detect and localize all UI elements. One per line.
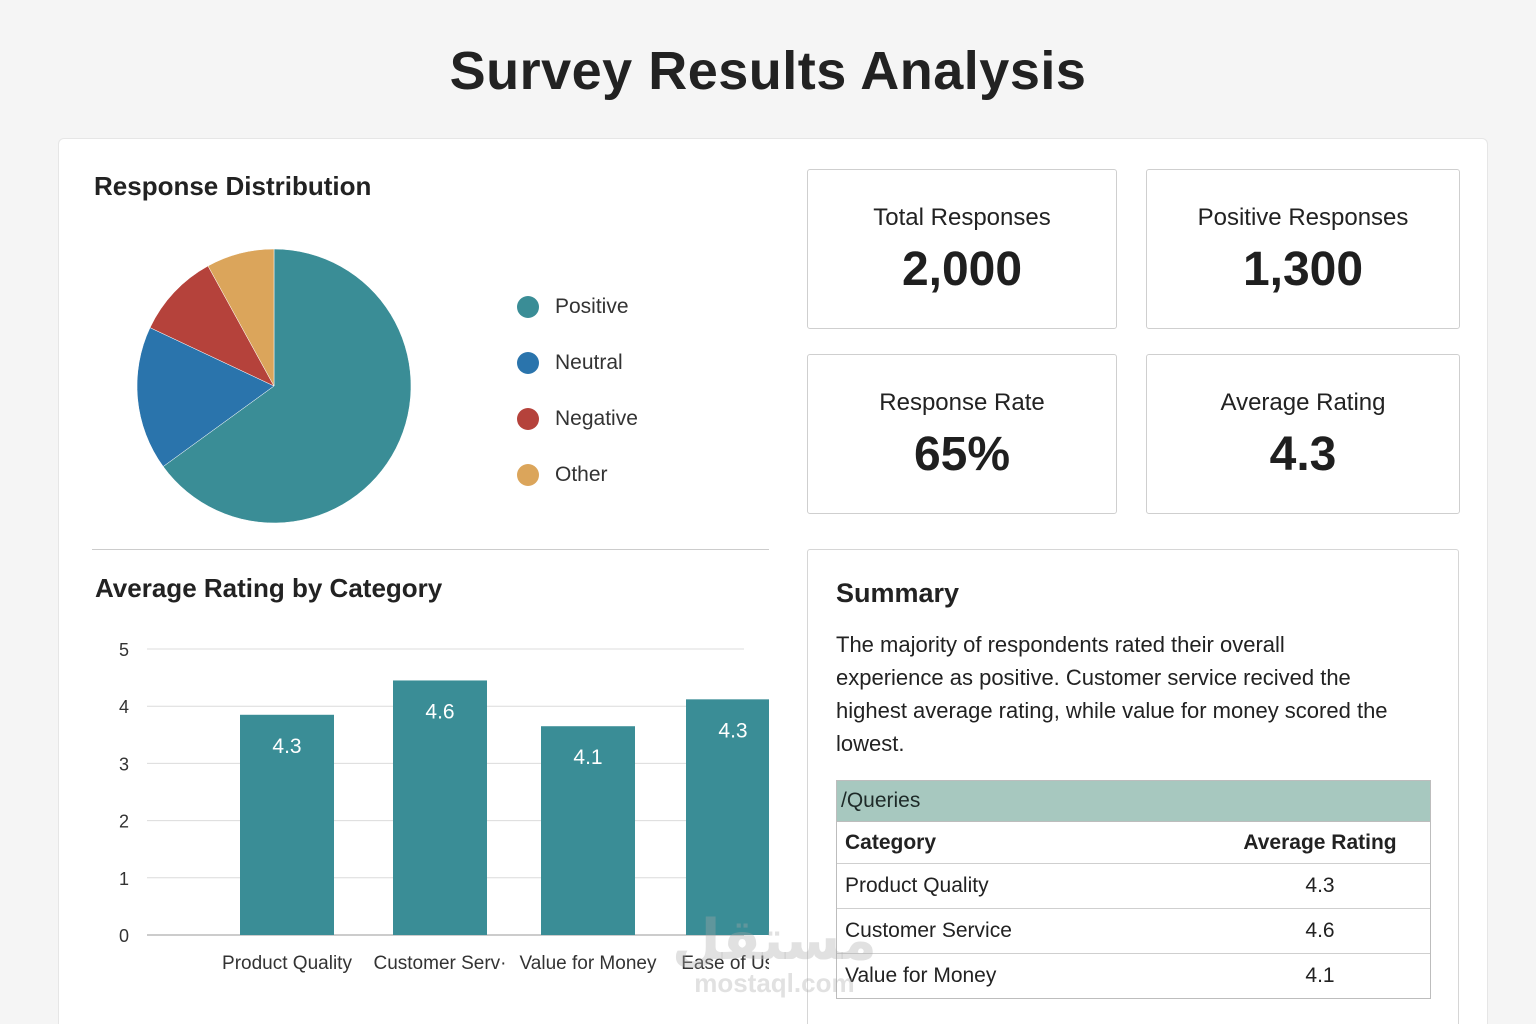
bar-chart-title: Average Rating by Category [95, 573, 443, 603]
kpi-label: Positive Responses [1197, 204, 1409, 231]
pie-slice-positive [162, 248, 412, 524]
y-tick-label: 5 [119, 640, 129, 660]
legend-label-negative: Negative [555, 407, 638, 430]
table-cell-rating: 4.6 [1305, 919, 1335, 942]
legend-swatch-neutral [517, 352, 539, 374]
bar-data-label: 4.3 [272, 735, 301, 758]
bar [686, 699, 769, 935]
legend-swatch-negative [517, 408, 539, 430]
bar-data-label: 4.6 [425, 700, 454, 723]
column-header-average-rating: Average Rating [1243, 830, 1397, 854]
legend-label-positive: Positive [555, 295, 629, 318]
x-tick-label: Customer Serv· [373, 953, 506, 974]
kpi-positive-responses: Positive Responses 1,300 [1146, 169, 1460, 329]
pie-slice-other [207, 248, 275, 387]
table-cell-rating: 4.1 [1305, 964, 1335, 987]
kpi-value: 65% [913, 428, 1011, 481]
y-tick-label: 0 [119, 926, 129, 946]
legend-item-negative: Negative [517, 391, 638, 447]
bar-data-label: 4.1 [573, 746, 602, 769]
legend-item-positive: Positive [517, 279, 638, 335]
y-tick-label: 2 [119, 812, 129, 832]
legend-swatch-other [517, 464, 539, 486]
queries-table: /Queries Category Average Rating Product… [836, 780, 1431, 999]
x-tick-label: Product Quality [222, 953, 352, 974]
table-cell-category: Product Quality [845, 874, 989, 897]
kpi-average-rating: Average Rating 4.3 [1146, 354, 1460, 514]
bar [393, 680, 487, 935]
kpi-total-responses: Total Responses 2,000 [807, 169, 1117, 329]
watermark-latin: mostaql.com [694, 968, 855, 998]
kpi-value: 2,000 [901, 243, 1023, 296]
dashboard-card: Response Distribution Positive Neutral N… [58, 138, 1488, 1024]
kpi-value: 1,300 [1242, 243, 1364, 296]
summary-text: The majority of respondents rated their … [836, 632, 1388, 756]
average-rating-bar-chart: 0 1 2 3 4 5 4.3 Product Quality 4.6 Customer Serv… [119, 640, 769, 974]
table-row: Value for Money 4.1 [837, 953, 1430, 998]
pie-legend: Positive Neutral Negative Other [517, 279, 638, 503]
pie-slice-neutral [136, 327, 275, 467]
watermark: مستقل mostaql.com [672, 908, 877, 999]
y-tick-label: 3 [119, 754, 129, 774]
pie-slice-negative [149, 265, 275, 387]
legend-label-neutral: Neutral [555, 351, 623, 374]
response-distribution-pie-chart [136, 248, 412, 524]
legend-swatch-positive [517, 296, 539, 318]
legend-item-neutral: Neutral [517, 335, 638, 391]
y-tick-label: 1 [119, 869, 129, 889]
legend-label-other: Other [555, 463, 608, 486]
kpi-label: Average Rating [1220, 389, 1386, 416]
kpi-value: 4.3 [1269, 428, 1337, 481]
kpi-label: Total Responses [873, 204, 1051, 231]
section-divider [92, 549, 769, 550]
table-cell-category: Customer Service [845, 919, 1012, 942]
legend-item-other: Other [517, 447, 638, 503]
bar-data-label: 4.3 [718, 719, 747, 742]
watermark-arabic: مستقل [672, 908, 877, 971]
bar [541, 726, 635, 935]
x-tick-label: Ease of Use [681, 953, 769, 974]
x-tick-label: Value for Money [520, 953, 657, 974]
queries-table-header: /Queries [837, 781, 1430, 821]
table-row: Product Quality 4.3 [837, 863, 1430, 908]
y-tick-label: 4 [119, 697, 129, 717]
table-cell-category: Value for Money [845, 964, 997, 987]
table-row: Customer Service 4.6 [837, 908, 1430, 953]
page-title: Survey Results Analysis [449, 41, 1087, 101]
summary-panel: Summary The majority of respondents rate… [807, 549, 1459, 1024]
table-cell-rating: 4.3 [1305, 874, 1335, 897]
bar [240, 714, 334, 935]
column-header-category: Category [845, 830, 937, 854]
pie-chart-title: Response Distribution [94, 171, 372, 201]
summary-title: Summary [836, 578, 960, 608]
kpi-label: Response Rate [879, 389, 1045, 416]
kpi-response-rate: Response Rate 65% [807, 354, 1117, 514]
table-header-row: Category Average Rating [837, 821, 1430, 863]
